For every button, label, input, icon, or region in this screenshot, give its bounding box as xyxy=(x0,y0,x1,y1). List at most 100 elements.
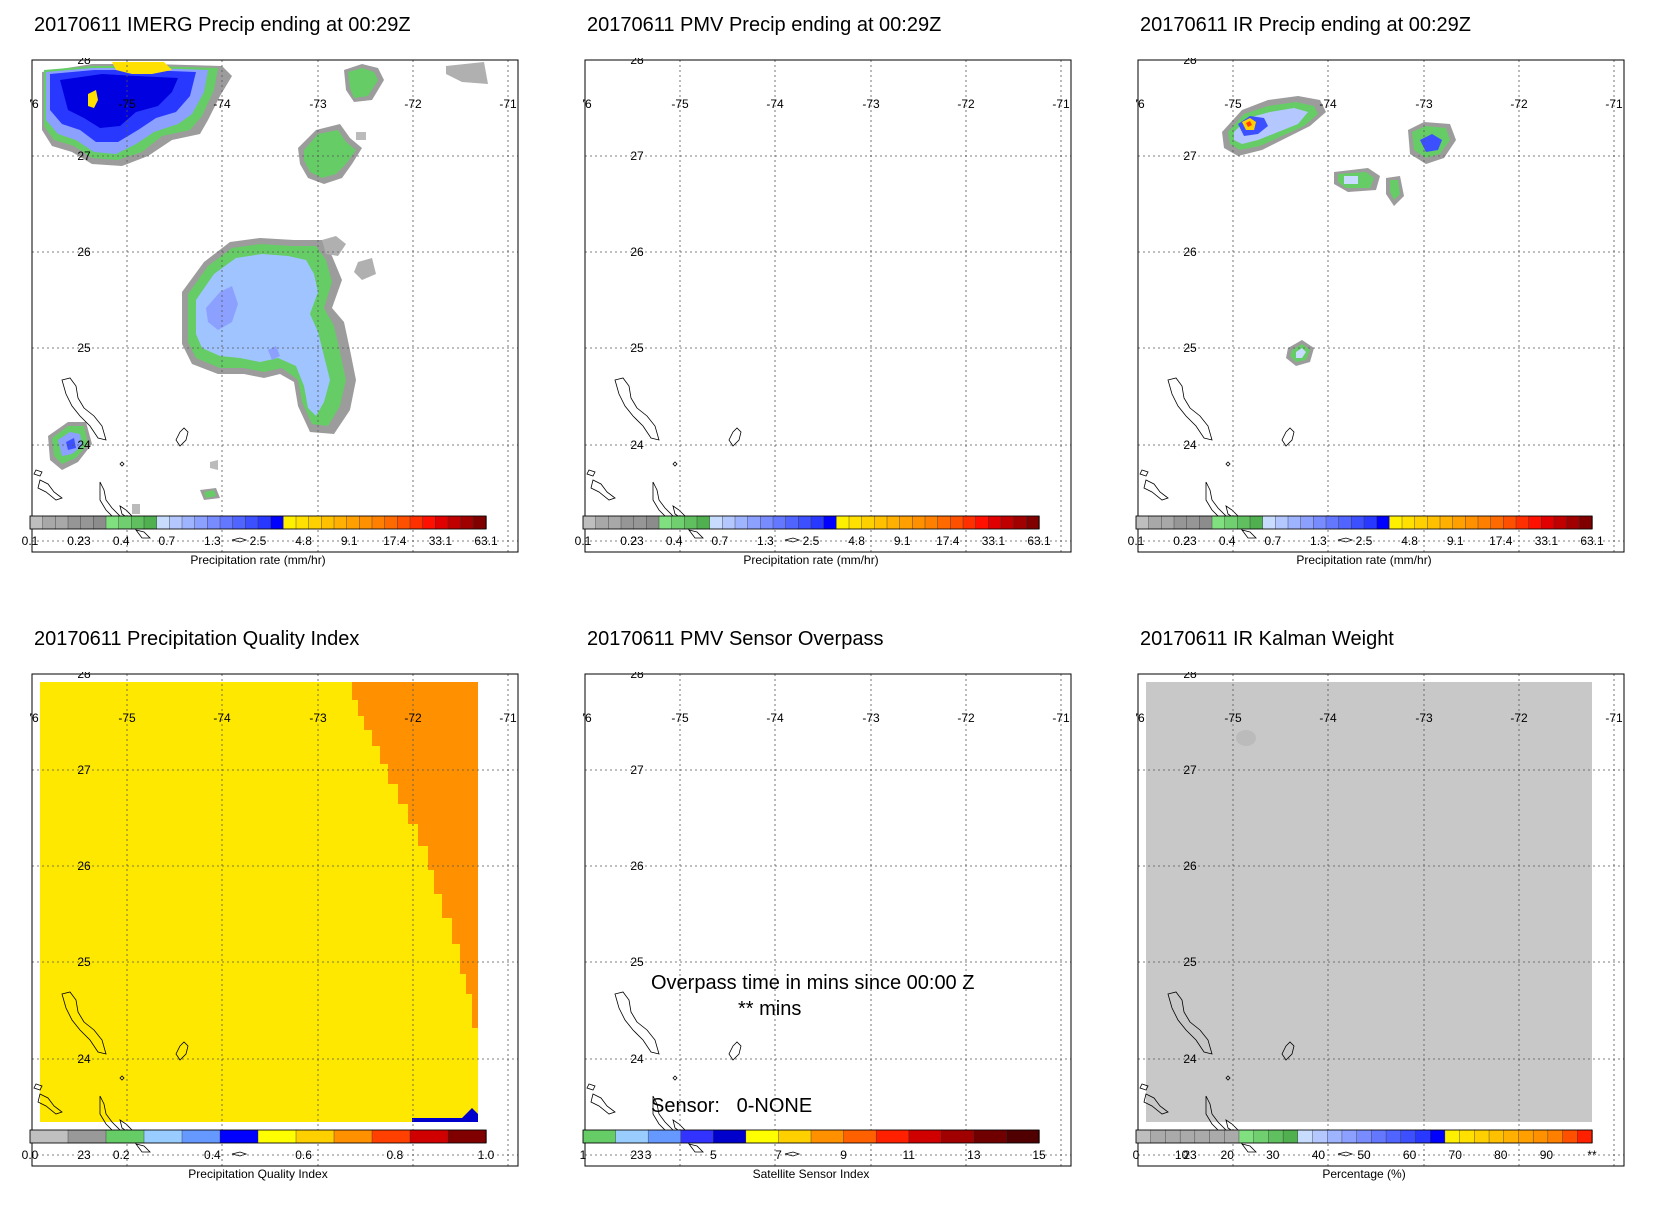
lat-label: 25 xyxy=(77,341,91,355)
panel-title: 20170611 IR Kalman Weight xyxy=(1140,628,1394,650)
colorbar-swatch xyxy=(1356,1129,1373,1144)
lat-label: 27 xyxy=(1183,763,1197,777)
colorbar-title: Precipitation Quality Index xyxy=(188,1167,327,1181)
map-plot: -76 -75 -74 -73 -72 -71 28 27 26 25 24 23 xyxy=(583,58,1072,553)
colorbar-swatch xyxy=(962,515,977,530)
colorbar-swatch xyxy=(595,515,610,530)
colorbar-swatch xyxy=(810,515,825,530)
lat-label: 28 xyxy=(630,58,644,67)
colorbar-swatch xyxy=(785,515,800,530)
lat-label: 28 xyxy=(77,672,91,681)
lat-label: 25 xyxy=(77,955,91,969)
colorbar-swatch xyxy=(734,515,749,530)
colorbar-swatch xyxy=(333,1129,373,1144)
colorbar-swatch xyxy=(1282,1129,1299,1144)
colorbar-swatch xyxy=(422,515,437,530)
lat-label: 28 xyxy=(1183,672,1197,681)
colorbar-swatch xyxy=(118,515,133,530)
lon-label: -76 xyxy=(583,711,592,725)
colorbar: 0.0 0.2 0.4 0.6 0.8 1.0 Precipitation Quality … xyxy=(22,1129,495,1181)
colorbar-swatch xyxy=(1503,1129,1520,1144)
lat-label: 24 xyxy=(77,1052,91,1066)
colorbar-tick-label: 2.5 xyxy=(250,534,267,548)
colorbar-swatch xyxy=(219,1129,259,1144)
lat-label: 25 xyxy=(1183,341,1197,355)
lat-label: 23 xyxy=(77,1148,91,1162)
colorbar-tick-label: 17.4 xyxy=(383,534,407,548)
lat-lon-grid xyxy=(1137,673,1624,1166)
colorbar: 0.1 0.2 0.4 0.7 1.3 2.5 4.8 9.1 17.4 33.1 63.1 Prec… xyxy=(1128,515,1604,567)
colorbar-tick-label: 1.3 xyxy=(757,534,774,548)
lat-label: 24 xyxy=(1183,1052,1197,1066)
lat-label: 27 xyxy=(77,149,91,163)
map-frame xyxy=(584,673,1072,1167)
map-plot: -76 -75 -74 -73 -72 -71 28 27 26 25 24 23 xyxy=(1136,672,1625,1167)
lon-label: -73 xyxy=(862,97,880,111)
lon-label: -76 xyxy=(30,97,39,111)
colorbar-swatch xyxy=(747,515,762,530)
overpass-time-text: Overpass time in mins since 00:00 Z xyxy=(651,972,975,994)
colorbar-tick-label: 33.1 xyxy=(982,534,1006,548)
colorbar-swatch xyxy=(447,515,462,530)
lon-label: -72 xyxy=(1510,97,1528,111)
colorbar-swatch xyxy=(1135,515,1150,530)
lon-label: -72 xyxy=(404,711,422,725)
colorbar-title: Precipitation rate (mm/hr) xyxy=(190,553,325,567)
lat-label: 25 xyxy=(630,341,644,355)
lon-label: -76 xyxy=(30,711,39,725)
colorbar-swatch xyxy=(219,515,234,530)
lon-label: -72 xyxy=(404,97,422,111)
colorbar-title: Satellite Sensor Index xyxy=(753,1167,870,1181)
colorbar-swatch xyxy=(359,515,373,530)
colorbar-swatch xyxy=(321,515,335,530)
colorbar-tick-label: 50 xyxy=(1357,1148,1371,1162)
colorbar-swatch xyxy=(1026,515,1040,530)
panel-ir-precip: 20170611 IR Precip ending at 00:29Z -76-… xyxy=(1128,0,1653,600)
lat-label: 27 xyxy=(77,763,91,777)
colorbar-swatch xyxy=(409,515,424,530)
colorbar-tick-label: 15 xyxy=(1032,1148,1046,1162)
lat-lon-grid xyxy=(1137,59,1624,552)
colorbar-swatch xyxy=(1579,515,1593,530)
colorbar-swatch xyxy=(181,1129,221,1144)
overpass-annotation: Overpass time in mins since 00:00 Z ** mi… xyxy=(583,614,1103,1174)
lon-label: -71 xyxy=(1052,97,1070,111)
lat-label: 24 xyxy=(1183,438,1197,452)
colorbar-swatch xyxy=(207,515,221,530)
lat-label: 28 xyxy=(630,672,644,681)
colorbar-swatch xyxy=(1275,515,1289,530)
colorbar-swatch xyxy=(156,515,171,530)
lat-label: 23 xyxy=(1183,534,1197,548)
colorbar-swatch xyxy=(1300,515,1315,530)
colorbar-swatch xyxy=(1415,1129,1431,1144)
colorbar-tick-label: 17.4 xyxy=(1489,534,1513,548)
colorbar-tick-label: 60 xyxy=(1403,1148,1417,1162)
colorbar-title: Precipitation rate (mm/hr) xyxy=(743,553,878,567)
lon-label: -75 xyxy=(1224,711,1242,725)
colorbar-swatch xyxy=(1562,1129,1578,1144)
colorbar-tick-label: 0.7 xyxy=(1264,534,1281,548)
colorbar-swatch xyxy=(1577,1129,1593,1144)
colorbar-swatch xyxy=(658,515,673,530)
colorbar-swatch xyxy=(308,515,323,530)
colorbar-swatch xyxy=(1363,515,1378,530)
colorbar-swatch xyxy=(975,515,990,530)
colorbar-swatch xyxy=(1224,1129,1240,1144)
colorbar-swatch xyxy=(295,1129,335,1144)
colorbar-swatch xyxy=(194,515,209,530)
colorbar-swatch xyxy=(384,515,399,530)
colorbar-swatch xyxy=(1452,515,1467,530)
colorbar-swatch xyxy=(67,515,82,530)
colorbar-swatch xyxy=(836,515,850,530)
map-frame xyxy=(1137,673,1625,1167)
panel-title: 20170611 IMERG Precip ending at 00:29Z xyxy=(34,14,411,36)
lat-label: 26 xyxy=(1183,245,1197,259)
colorbar-tick-label: 90 xyxy=(1540,1148,1554,1162)
colorbar-swatch xyxy=(798,515,812,530)
colorbar-swatch xyxy=(1173,515,1188,530)
colorbar-swatch xyxy=(473,515,487,530)
colorbar-swatch xyxy=(722,515,736,530)
colorbar-tick-label: 17.4 xyxy=(936,534,960,548)
colorbar-swatch xyxy=(371,515,386,530)
